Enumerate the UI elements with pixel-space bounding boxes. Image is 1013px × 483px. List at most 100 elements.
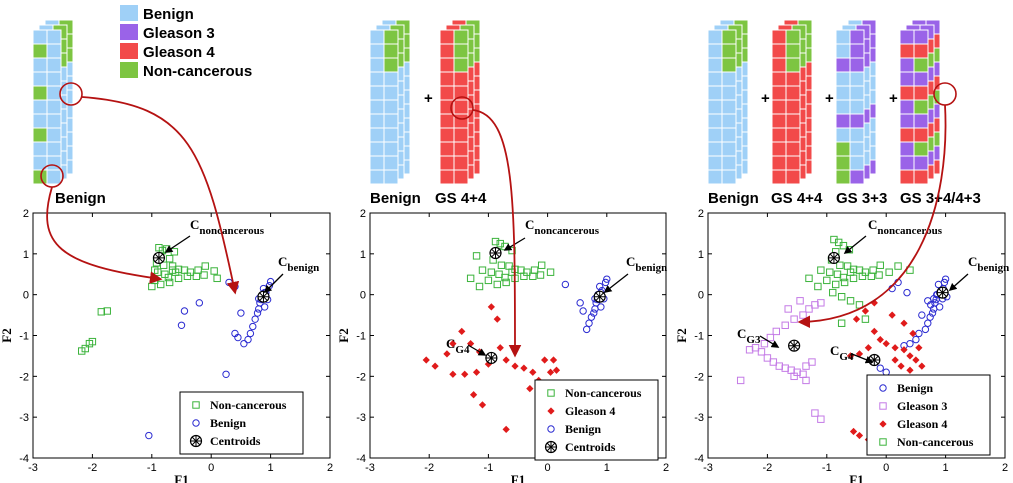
stack-cell: [32, 99, 48, 115]
data-point: [829, 288, 837, 297]
data-point: [249, 322, 257, 331]
stack-gs33: [835, 19, 877, 185]
stack-cell: [913, 141, 929, 157]
stack-cell: [46, 113, 62, 129]
centroid-pointer: [467, 344, 487, 356]
stack-cell: [835, 155, 851, 171]
plus-sign: +: [825, 90, 834, 107]
stack-cell: [771, 99, 787, 115]
stack-cell: [721, 113, 737, 129]
stack-cell: [785, 71, 801, 87]
highlight-circle: [59, 82, 83, 106]
data-point: [475, 282, 484, 291]
stack-cell: [707, 169, 723, 185]
stack-cell: [453, 71, 469, 87]
y-tick-label: -3: [19, 412, 29, 424]
data-point: [487, 303, 495, 311]
stack-cell: [721, 99, 737, 115]
centroid-point: [828, 252, 840, 264]
data-point: [520, 272, 528, 280]
centroid-point: [153, 252, 165, 264]
stack-cell: [32, 113, 48, 129]
stack-cell: [383, 43, 399, 59]
data-point: [266, 277, 275, 286]
data-point: [876, 364, 884, 372]
legend-label: Benign: [565, 422, 601, 436]
stack-label-p2-benign: Benign: [370, 190, 421, 207]
stack-cell: [721, 155, 737, 171]
legend-label: Non-cancerous: [565, 386, 642, 400]
data-point: [201, 262, 209, 270]
stack-cell: [369, 113, 385, 129]
stack-cell: [913, 29, 929, 45]
stack-cell: [913, 127, 929, 143]
stack-cell: [32, 71, 48, 87]
stack-cell: [849, 141, 865, 157]
data-point: [240, 339, 248, 348]
y-tick-label: -4: [19, 453, 29, 465]
stack-cell: [721, 85, 737, 101]
stack-cell: [835, 169, 851, 185]
x-axis-label: F1: [849, 472, 863, 483]
stack-cell: [383, 169, 399, 185]
data-point: [511, 362, 519, 370]
legend-label: Centroids: [565, 440, 616, 454]
data-point: [897, 362, 905, 370]
stack-cell: [439, 71, 455, 87]
stack-cell: [439, 141, 455, 157]
stack-cell: [439, 85, 455, 101]
y-tick-label: -2: [694, 371, 704, 383]
key-swatch: [120, 24, 138, 40]
data-point: [502, 278, 510, 287]
stack-cell: [785, 127, 801, 143]
x-tick-label: -3: [365, 462, 375, 474]
data-point: [591, 305, 599, 313]
y-tick-label: 0: [23, 290, 29, 302]
stack-cell: [721, 141, 737, 157]
stack-cell: [453, 57, 469, 73]
y-tick-label: 2: [698, 208, 704, 220]
x-tick-label: 0: [883, 462, 889, 474]
data-point: [766, 333, 775, 342]
color-key: Benign Gleason 3 Gleason 4 Non-cancerous: [120, 5, 252, 80]
data-point: [255, 305, 263, 313]
stack-cell: [785, 99, 801, 115]
legend-label: Non-cancerous: [210, 398, 287, 412]
data-point: [840, 278, 849, 287]
stack-cell: [32, 127, 48, 143]
data-point: [502, 356, 510, 364]
data-point: [164, 273, 173, 282]
data-point: [561, 280, 570, 289]
stack-cell: [383, 127, 399, 143]
data-point: [823, 276, 831, 285]
data-point: [165, 278, 174, 287]
data-point: [168, 266, 177, 274]
stack-cell: [785, 43, 801, 59]
data-point: [772, 327, 781, 336]
data-point: [536, 271, 545, 279]
stack-label-p3-gs33: GS 3+3: [836, 190, 887, 207]
data-point: [466, 274, 475, 283]
data-point: [757, 348, 766, 356]
stack-label-p2-gs44: GS 4+4: [435, 190, 487, 207]
y-tick-label: 2: [23, 208, 29, 220]
data-point: [576, 299, 584, 307]
stack-cell: [771, 127, 787, 143]
y-tick-label: 0: [698, 290, 704, 302]
stack-cell: [899, 113, 915, 129]
centroid-pointer: [164, 235, 191, 253]
y-axis-label: F2: [336, 328, 351, 342]
stack-cell: [899, 169, 915, 185]
stack-benign: [369, 19, 411, 185]
data-point: [552, 366, 561, 374]
y-tick-label: -1: [694, 331, 704, 343]
stack-cell: [913, 113, 929, 129]
data-point: [501, 273, 509, 282]
y-tick-label: 2: [360, 208, 366, 220]
x-tick-label: -2: [88, 462, 98, 474]
stack-cell: [771, 155, 787, 171]
stack-cell: [899, 155, 915, 171]
stack-gs44: [771, 19, 813, 185]
plus-sign: +: [889, 90, 898, 107]
data-point: [906, 352, 914, 360]
